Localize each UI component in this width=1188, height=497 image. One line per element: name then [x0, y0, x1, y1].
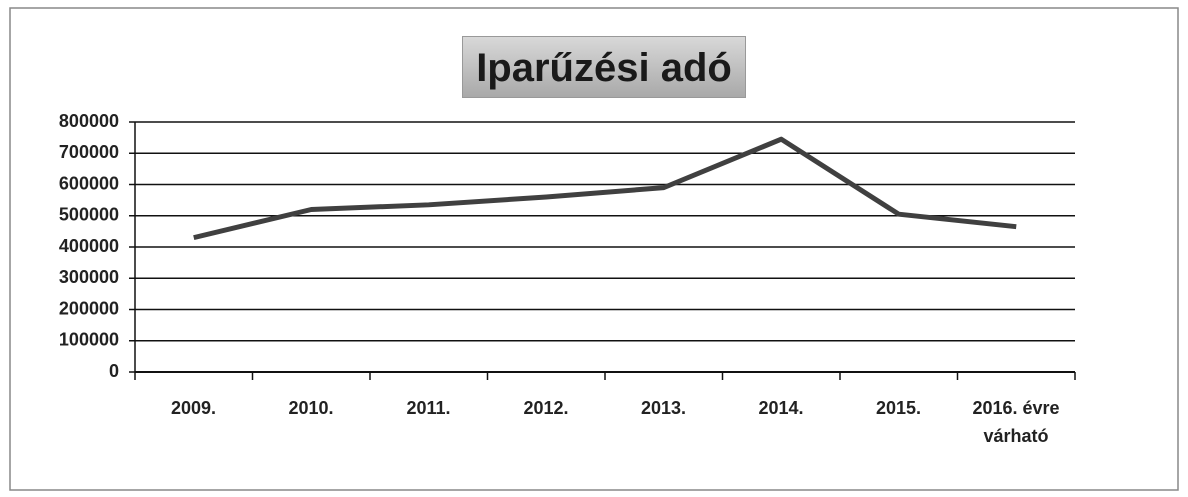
y-tick-label: 100000: [59, 330, 119, 350]
x-tick-label: 2011.: [406, 398, 451, 418]
y-tick-label: 800000: [59, 111, 119, 131]
y-tick-label: 400000: [59, 236, 119, 256]
data-line: [193, 136, 1017, 241]
y-tick-label: 700000: [59, 142, 119, 162]
x-tick-label: 2010.: [288, 398, 334, 418]
x-tick-label: 2009.: [170, 398, 217, 418]
y-tick-label: 200000: [59, 298, 119, 318]
chart-title: Iparűzési adó: [462, 36, 746, 98]
x-tick-label: 2012.: [523, 398, 569, 418]
y-tick-label: 0: [109, 361, 119, 381]
y-tick-label: 500000: [59, 205, 119, 225]
x-tick-label: 2015.: [875, 398, 922, 418]
x-tick-label: 2014.: [758, 398, 804, 418]
x-tick-label: 2013.: [640, 398, 687, 418]
y-tick-label: 600000: [59, 173, 119, 193]
x-tick-label: 2016. évre várható: [972, 398, 1060, 446]
y-tick-label: 300000: [59, 267, 119, 287]
chart-frame: [9, 7, 1179, 491]
